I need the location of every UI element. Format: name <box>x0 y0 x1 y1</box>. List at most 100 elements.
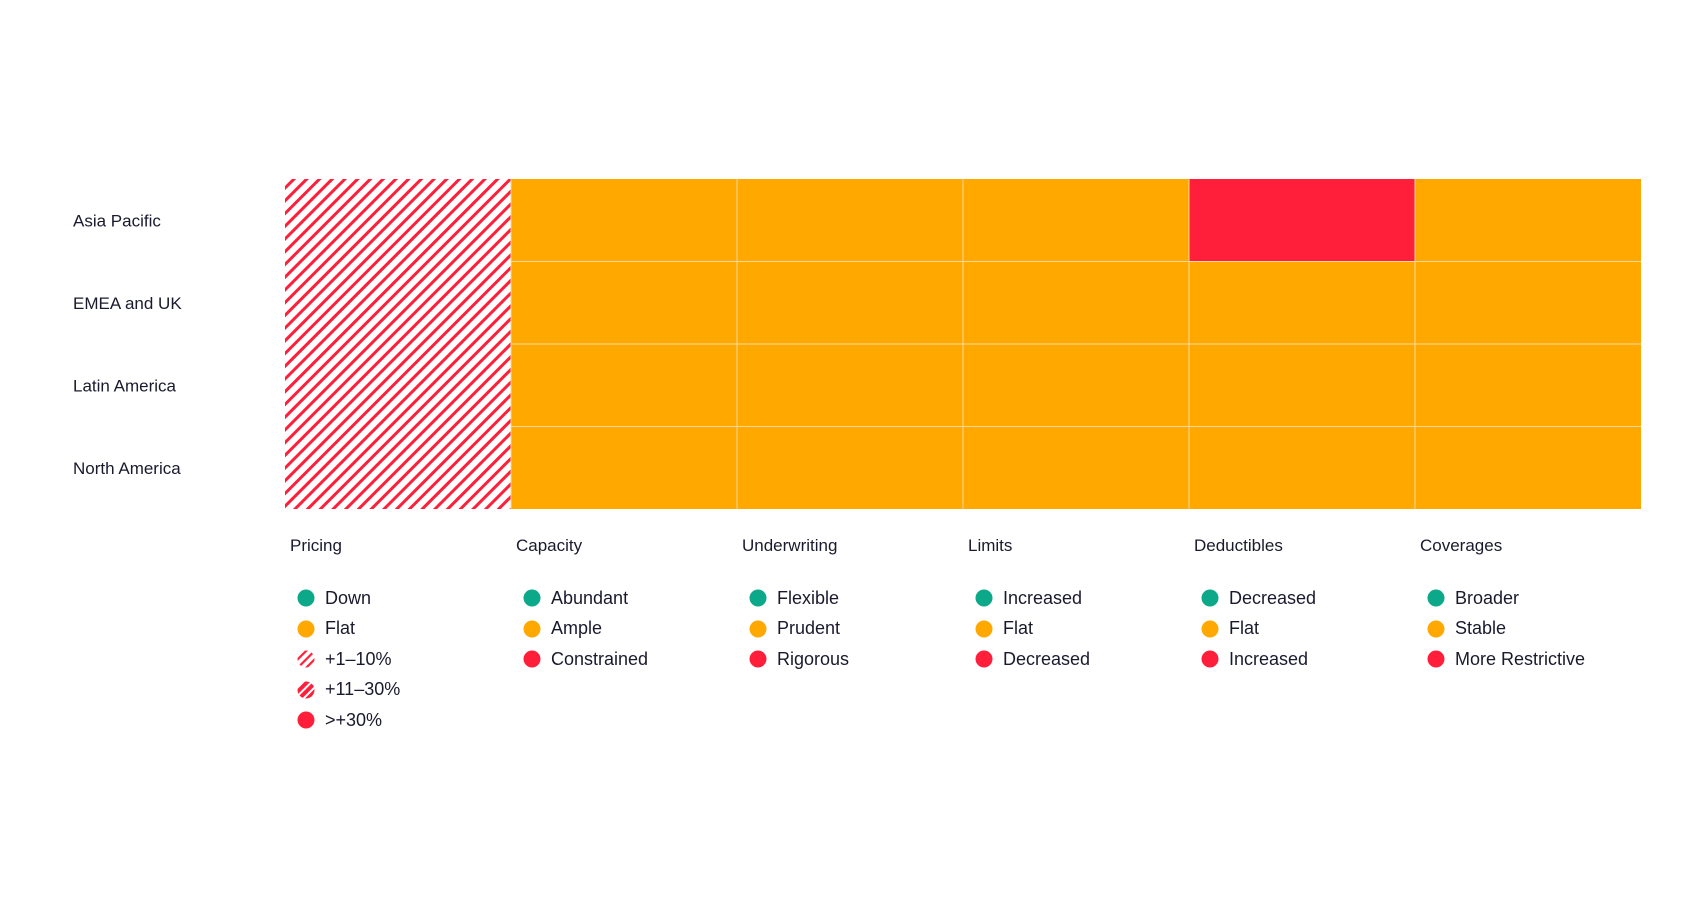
legend-item: Prudent <box>735 614 955 645</box>
heatmap-cell <box>963 261 1189 344</box>
legend-item: +11–30% <box>283 675 503 706</box>
legend-label: +11–30% <box>325 679 401 700</box>
heatmap-cell <box>511 261 737 344</box>
legend-label: Abundant <box>551 587 629 608</box>
legend-label: Flexible <box>777 587 840 608</box>
legend-title: Capacity <box>516 536 583 555</box>
legend-label: More Restrictive <box>1455 648 1586 669</box>
legend: Pricing Down Flat +1–10% +11–30% >+30% Capacit… <box>283 536 1643 756</box>
legend-item: Flat <box>283 614 503 645</box>
legend-column: Coverages Broader Stable More Restrictive <box>1413 536 1633 675</box>
heatmap-cell <box>511 426 737 509</box>
heatmap-cell <box>285 426 511 509</box>
legend-column: Underwriting Flexible Prudent Rigorous <box>735 536 955 675</box>
heatmap-cell <box>511 179 737 262</box>
legend-swatch <box>975 650 993 668</box>
legend-label: Rigorous <box>777 648 850 669</box>
legend-item: Rigorous <box>735 644 955 675</box>
heatmap-cell <box>285 261 511 344</box>
legend-item: More Restrictive <box>1413 644 1633 675</box>
heatmap-cell <box>285 344 511 427</box>
legend-label: Down <box>325 587 372 608</box>
heatmap-cells <box>285 179 1641 509</box>
legend-swatch <box>297 589 315 607</box>
legend-swatch <box>1201 650 1219 668</box>
legend-title: Deductibles <box>1194 536 1283 555</box>
legend-label: Decreased <box>1003 648 1091 669</box>
legend-title: Underwriting <box>742 536 838 555</box>
legend-item: Stable <box>1413 614 1633 645</box>
legend-swatch <box>1201 589 1219 607</box>
heatmap-cell <box>737 426 963 509</box>
legend-title: Coverages <box>1420 536 1503 555</box>
legend-swatch <box>1427 650 1445 668</box>
legend-label: Constrained <box>551 648 649 669</box>
legend-item: Increased <box>961 583 1181 614</box>
legend-swatch <box>297 681 315 698</box>
legend-swatch <box>523 589 541 607</box>
legend-label: >+30% <box>325 709 383 730</box>
legend-swatch <box>297 620 315 637</box>
heatmap-cell <box>963 426 1189 509</box>
legend-swatch <box>1427 589 1445 607</box>
heatmap-cell <box>737 344 963 427</box>
legend-swatch <box>297 711 315 729</box>
legend-label: Prudent <box>777 618 841 639</box>
heatmap-cell <box>511 344 737 427</box>
heatmap-cell <box>1189 426 1415 509</box>
heatmap-cell <box>963 344 1189 427</box>
legend-title: Pricing <box>290 536 342 555</box>
legend-item: Increased <box>1187 644 1407 675</box>
legend-swatch <box>749 650 767 668</box>
legend-swatch <box>1201 620 1219 637</box>
row-label: North America <box>73 459 181 478</box>
legend-column: Capacity Abundant Ample Constrained <box>509 536 729 675</box>
legend-title: Limits <box>968 536 1013 555</box>
heatmap-cell <box>963 179 1189 262</box>
legend-item: Decreased <box>1187 583 1407 614</box>
legend-item: Flat <box>961 614 1181 645</box>
legend-label: Increased <box>1003 587 1083 608</box>
legend-label: Decreased <box>1229 587 1317 608</box>
heatmap-cell <box>1415 344 1641 427</box>
legend-column: Limits Increased Flat Decreased <box>961 536 1181 675</box>
heatmap-cell <box>1415 179 1641 262</box>
heatmap-cell <box>1189 179 1415 262</box>
legend-swatch <box>523 620 541 637</box>
legend-label: Flat <box>1229 618 1260 639</box>
heatmap-cell <box>1415 261 1641 344</box>
row-label: Latin America <box>73 376 177 395</box>
legend-label: Broader <box>1455 587 1520 608</box>
heatmap-cell <box>285 179 511 262</box>
heatmap-cell <box>1189 344 1415 427</box>
legend-column: Deductibles Decreased Flat Increased <box>1187 536 1407 675</box>
row-label: EMEA and UK <box>73 294 182 313</box>
heatmap-cell <box>737 179 963 262</box>
legend-swatch <box>297 650 315 668</box>
legend-item: Constrained <box>509 644 729 675</box>
legend-item: Ample <box>509 614 729 645</box>
legend-swatch <box>749 620 767 637</box>
legend-item: >+30% <box>283 705 503 736</box>
legend-swatch <box>975 589 993 607</box>
heatmap-cell <box>1415 426 1641 509</box>
legend-label: +1–10% <box>325 648 392 669</box>
legend-item: Broader <box>1413 583 1633 614</box>
legend-swatch <box>975 620 993 637</box>
legend-swatch <box>1427 620 1445 637</box>
legend-label: Ample <box>551 618 603 639</box>
legend-item: +1–10% <box>283 644 503 675</box>
heatmap-cell <box>1189 261 1415 344</box>
row-labels: Asia Pacific EMEA and UK Latin America Nort… <box>73 211 182 478</box>
legend-item: Flat <box>1187 614 1407 645</box>
legend-item: Decreased <box>961 644 1181 675</box>
legend-item: Down <box>283 583 503 614</box>
legend-label: Increased <box>1229 648 1309 669</box>
legend-label: Flat <box>1003 618 1034 639</box>
legend-swatch <box>523 650 541 668</box>
row-label: Asia Pacific <box>73 211 161 230</box>
legend-swatch <box>749 589 767 607</box>
legend-item: Abundant <box>509 583 729 614</box>
legend-item: Flexible <box>735 583 955 614</box>
